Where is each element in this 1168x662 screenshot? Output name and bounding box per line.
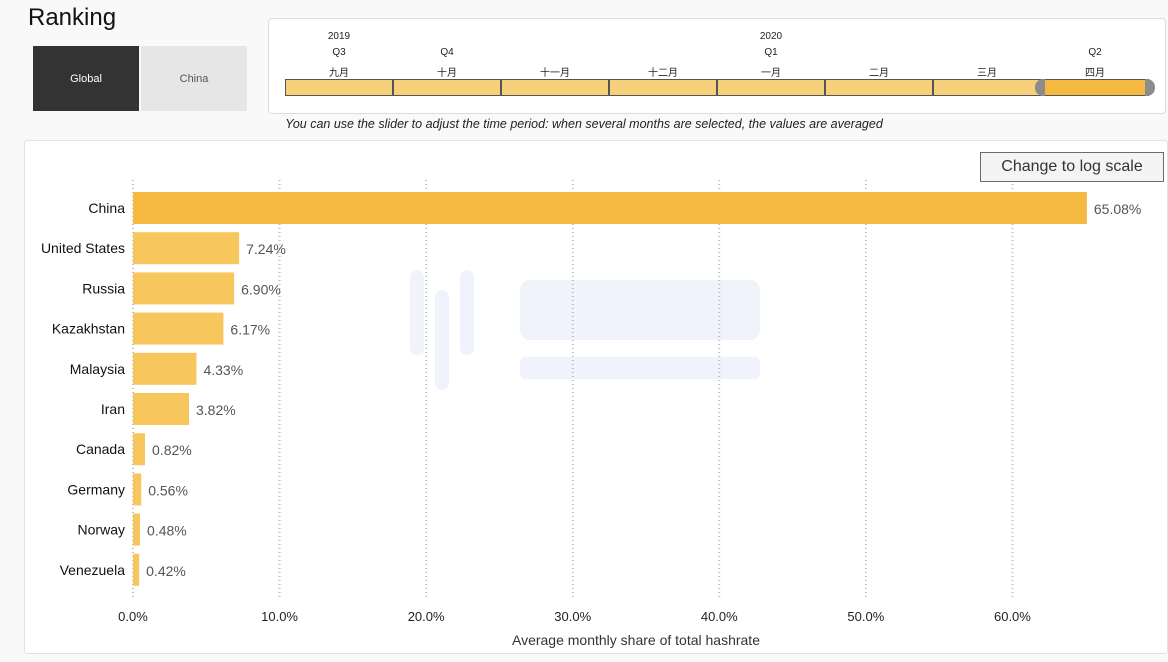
slider-month-label: 一月 — [761, 68, 781, 79]
china-scope-button[interactable]: China — [141, 46, 247, 111]
bar — [133, 352, 197, 385]
value-label: 0.82% — [152, 442, 192, 458]
value-label: 0.48% — [147, 523, 187, 539]
bar — [133, 473, 142, 506]
bar — [133, 513, 141, 546]
slider-month-label: 十月 — [437, 68, 457, 79]
bar — [133, 433, 146, 466]
slider-note: You can use the slider to adjust the tim… — [285, 117, 883, 131]
category-label: Germany — [67, 481, 125, 497]
value-label: 0.56% — [148, 482, 188, 498]
x-tick-label: 30.0% — [554, 609, 591, 624]
chart-panel — [24, 140, 1168, 654]
slider-month-segment[interactable] — [393, 79, 501, 96]
slider-quarter-label: Q4 — [440, 47, 454, 58]
bar — [133, 232, 240, 265]
x-tick-label: 0.0% — [118, 609, 148, 624]
slider-month-label: 十二月 — [648, 68, 678, 79]
value-label: 6.17% — [230, 322, 270, 338]
slider-year-label: 2020 — [759, 31, 783, 42]
x-tick-label: 60.0% — [994, 609, 1031, 624]
bar — [133, 393, 189, 425]
x-tick-label: 40.0% — [701, 609, 738, 624]
slider-left-handle[interactable] — [1035, 79, 1045, 96]
page-title: Ranking — [28, 4, 117, 31]
slider-month-label: 十一月 — [540, 68, 570, 79]
category-label: Venezuela — [60, 562, 126, 578]
slider-month-segment[interactable] — [501, 79, 609, 96]
value-label: 6.90% — [241, 281, 281, 297]
log-scale-label: Change to log scale — [1001, 158, 1143, 175]
slider-month-label: 三月 — [977, 68, 997, 79]
global-scope-button[interactable]: Global — [33, 46, 139, 111]
bar — [133, 553, 140, 586]
log-scale-button[interactable]: Change to log scale — [980, 152, 1164, 182]
slider-month-segment[interactable] — [825, 79, 933, 96]
value-label: 65.08% — [1094, 201, 1141, 217]
time-slider-panel: 2019 2020 Q3 Q4 Q1 Q2 九月 十月 十一月 十二月 一月 二月 三月 四月 — [268, 18, 1166, 114]
category-label: China — [88, 200, 125, 216]
bar — [133, 272, 235, 305]
global-scope-label: Global — [70, 72, 102, 85]
slider-month-segment[interactable] — [609, 79, 717, 96]
bar — [133, 312, 224, 345]
slider-year-label: 2019 — [327, 31, 351, 42]
category-label: Kazakhstan — [52, 321, 125, 337]
category-label: Iran — [101, 401, 125, 417]
x-tick-label: 50.0% — [847, 609, 884, 624]
x-tick-label: 20.0% — [408, 609, 445, 624]
category-label: Russia — [82, 280, 125, 296]
slider-right-handle[interactable] — [1145, 79, 1155, 96]
category-label: Norway — [78, 522, 125, 538]
slider-month-segment[interactable] — [285, 79, 393, 96]
category-label: Canada — [76, 441, 125, 457]
slider-month-label: 九月 — [329, 68, 349, 79]
value-label: 3.82% — [196, 402, 236, 418]
slider-quarter-label: Q2 — [1088, 47, 1102, 58]
slider-quarter-label: Q3 — [332, 47, 346, 58]
slider-month-label: 四月 — [1085, 68, 1105, 79]
category-label: Malaysia — [70, 361, 125, 377]
bar — [133, 192, 1087, 224]
x-tick-label: 10.0% — [261, 609, 298, 624]
category-label: United States — [41, 240, 125, 256]
slider-month-segment[interactable] — [717, 79, 825, 96]
value-label: 4.33% — [203, 362, 243, 378]
slider-month-label: 二月 — [869, 68, 889, 79]
x-axis-title: Average monthly share of total hashrate — [512, 632, 760, 648]
value-label: 7.24% — [246, 241, 286, 257]
value-label: 0.42% — [146, 563, 186, 579]
slider-quarter-label: Q1 — [764, 47, 778, 58]
china-scope-label: China — [179, 72, 209, 85]
time-slider-track[interactable] — [285, 79, 1155, 96]
